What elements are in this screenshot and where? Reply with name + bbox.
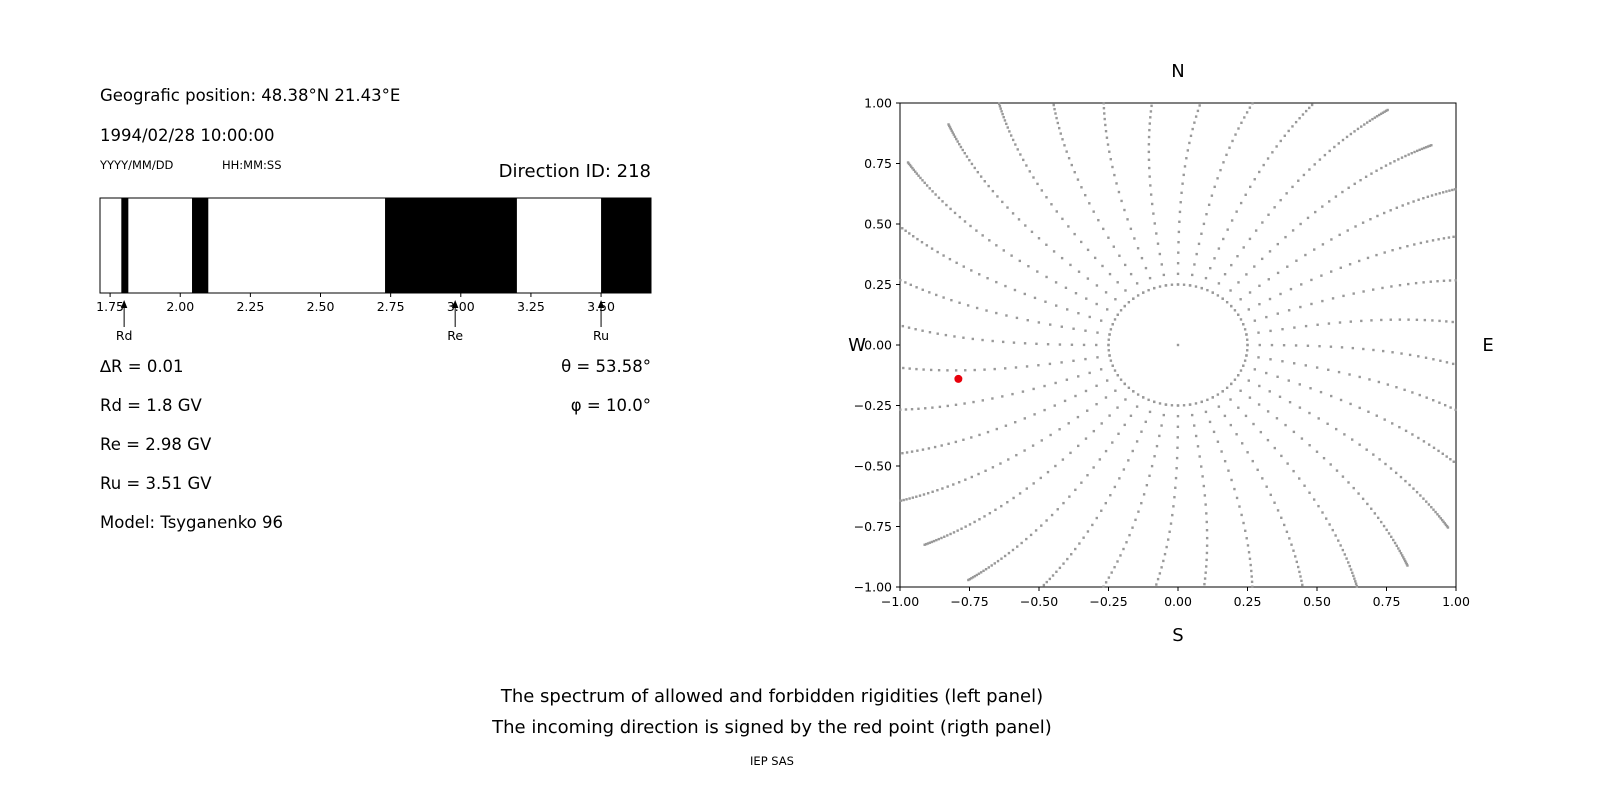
geographic-position: Geografic position: 48.38°N 21.43°E — [100, 86, 401, 105]
y-tick-label: 0.00 — [864, 338, 892, 353]
direction-id: Direction ID: 218 — [498, 161, 651, 182]
credit: IEP SAS — [750, 754, 794, 768]
x-tick-label: 1.00 — [1442, 594, 1470, 609]
x-tick-label: 3.25 — [517, 299, 545, 314]
spectrum-border — [99, 197, 652, 294]
marker-label: Rd — [116, 328, 133, 343]
y-tick-label: 0.25 — [864, 277, 892, 292]
forbidden-band — [601, 198, 651, 293]
y-tick-label: −0.50 — [854, 459, 892, 474]
x-tick-label: −0.50 — [1020, 594, 1058, 609]
compass-west-label: W — [848, 335, 866, 356]
x-tick-label: 0.25 — [1234, 594, 1262, 609]
x-tick-label: −0.75 — [950, 594, 988, 609]
param-model: Model: Tsyganenko 96 — [100, 513, 284, 532]
x-tick-label: −0.25 — [1089, 594, 1127, 609]
x-tick-label: 2.75 — [377, 299, 405, 314]
spectrum-background — [100, 198, 651, 293]
param-rd: Rd = 1.8 GV — [100, 396, 202, 415]
param-theta: θ = 53.58° — [561, 357, 651, 376]
time-format-label: HH:MM:SS — [222, 158, 282, 172]
marker-arrow-head — [597, 300, 605, 308]
y-tick-label: 1.00 — [864, 96, 892, 111]
direction-dots — [899, 102, 1457, 588]
marker-label: Ru — [593, 328, 609, 343]
date-format-label: YYYY/MM/DD — [100, 158, 174, 172]
y-tick-label: −1.00 — [854, 580, 892, 595]
compass-east-label: E — [1482, 335, 1493, 356]
y-tick-label: −0.25 — [854, 398, 892, 413]
caption-block: The spectrum of allowed and forbidden ri… — [0, 686, 1544, 768]
marker-arrow-head — [451, 300, 459, 308]
direction-plot: −1.00 −0.75 −0.50 −0.25 0.00 0.25 0.50 0.75 1.00… — [848, 61, 1494, 646]
caption-line-1: The spectrum of allowed and forbidden ri… — [500, 686, 1044, 707]
forbidden-band — [192, 198, 209, 293]
forbidden-band — [121, 198, 129, 293]
compass-south-label: S — [1172, 625, 1183, 646]
caption-line-2: The incoming direction is signed by the … — [492, 717, 1052, 738]
compass-north-label: N — [1171, 61, 1184, 82]
y-tick-label: 0.50 — [864, 217, 892, 232]
forbidden-band — [385, 198, 517, 293]
param-re: Re = 2.98 GV — [100, 435, 212, 454]
x-tick-label: 2.50 — [307, 299, 335, 314]
param-ru: Ru = 3.51 GV — [100, 474, 212, 493]
y-tick-label: −0.75 — [854, 519, 892, 534]
param-phi: φ = 10.0° — [570, 396, 651, 415]
x-tick-label: 0.50 — [1303, 594, 1331, 609]
spectrum-plot: 1.752.002.252.502.753.003.253.50RdReRu — [96, 197, 652, 343]
marker-label: Re — [447, 328, 463, 343]
datetime: 1994/02/28 10:00:00 — [100, 126, 275, 145]
red-point — [954, 374, 963, 383]
x-tick-label: −1.00 — [881, 594, 919, 609]
x-tick-label: 1.75 — [96, 299, 124, 314]
x-tick-label: 2.25 — [236, 299, 264, 314]
y-tick-label: 0.75 — [864, 156, 892, 171]
x-tick-label: 0.00 — [1164, 594, 1192, 609]
param-delta-r: ∆R = 0.01 — [100, 357, 184, 376]
marker-arrow-head — [120, 300, 128, 308]
x-tick-label: 2.00 — [166, 299, 194, 314]
x-tick-label: 3.00 — [447, 299, 475, 314]
x-tick-label: 0.75 — [1373, 594, 1401, 609]
